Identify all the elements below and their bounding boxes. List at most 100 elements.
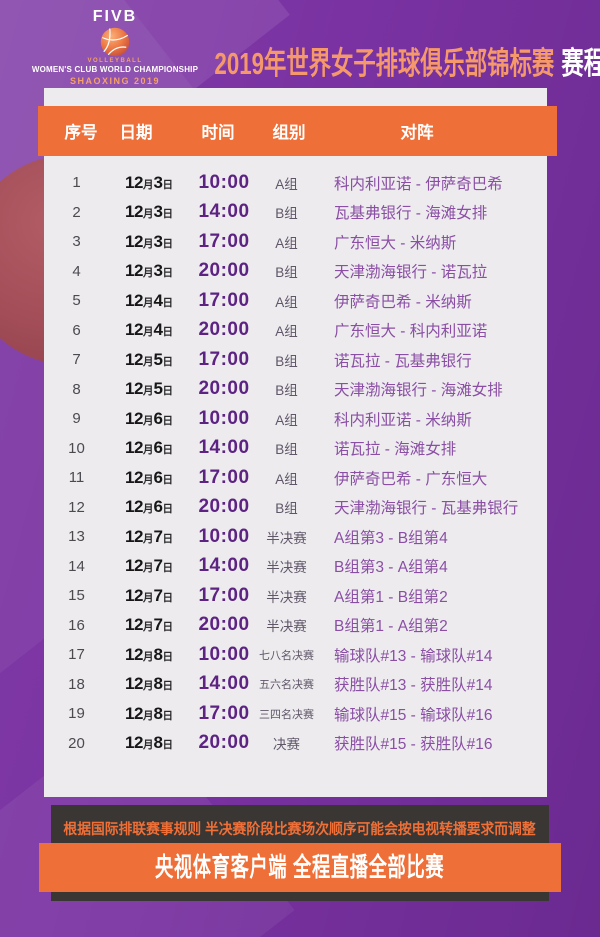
row-matchup: 输球队#13 - 输球队#14 xyxy=(334,647,493,665)
row-date: 12月6日 xyxy=(125,408,173,428)
header-date: 日期 xyxy=(119,124,153,142)
row-date: 12月7日 xyxy=(125,526,173,546)
table-row: 3 12月3日 17:00 A组 广东恒大 - 米纳斯 xyxy=(44,227,547,257)
row-group: B组 xyxy=(275,265,298,281)
row-group: A组 xyxy=(275,412,298,428)
row-group: B组 xyxy=(275,442,298,458)
row-group: 半决赛 xyxy=(266,560,307,576)
row-time: 14:00 xyxy=(198,437,250,459)
row-date: 12月6日 xyxy=(125,438,173,458)
row-group: 七八名决赛 xyxy=(259,649,314,662)
row-matchup: B组第1 - A组第2 xyxy=(334,618,448,636)
table-row: 16 12月7日 20:00 半决赛 B组第1 - A组第2 xyxy=(44,611,547,641)
table-header: 序号 日期 时间 组别 对阵 xyxy=(38,106,557,156)
row-no: 10 xyxy=(68,439,85,457)
row-time: 17:00 xyxy=(198,466,250,488)
row-date: 12月8日 xyxy=(125,733,173,753)
row-time: 17:00 xyxy=(198,230,250,252)
table-row: 11 12月6日 17:00 A组 伊萨奇巴希 - 广东恒大 xyxy=(44,463,547,493)
location-year: SHAOXING 2019 xyxy=(69,76,161,86)
row-no: 16 xyxy=(68,616,85,634)
row-time: 20:00 xyxy=(198,319,250,341)
header-time: 时间 xyxy=(201,124,235,142)
row-group: 半决赛 xyxy=(266,619,307,635)
row-no: 15 xyxy=(68,587,85,605)
row-matchup: 天津渤海银行 - 海滩女排 xyxy=(334,382,503,400)
championship-name: WOMEN'S CLUB WORLD CHAMPIONSHIP xyxy=(31,65,199,74)
row-matchup: A组第1 - B组第2 xyxy=(334,588,448,606)
row-no: 5 xyxy=(72,292,81,310)
row-date: 12月6日 xyxy=(125,497,173,517)
row-time: 10:00 xyxy=(198,171,250,193)
row-time: 14:00 xyxy=(198,201,250,223)
table-row: 12 12月6日 20:00 B组 天津渤海银行 - 瓦基弗银行 xyxy=(44,493,547,523)
row-no: 9 xyxy=(72,410,81,428)
row-date: 12月6日 xyxy=(125,467,173,487)
row-matchup: 诺瓦拉 - 海滩女排 xyxy=(334,441,457,459)
row-date: 12月4日 xyxy=(125,320,173,340)
row-time: 10:00 xyxy=(198,525,250,547)
table-row: 14 12月7日 14:00 半决赛 B组第3 - A组第4 xyxy=(44,552,547,582)
row-date: 12月8日 xyxy=(125,644,173,664)
row-date: 12月3日 xyxy=(125,231,173,251)
row-matchup: 伊萨奇巴希 - 广东恒大 xyxy=(334,470,488,488)
table-row: 13 12月7日 10:00 半决赛 A组第3 - B组第4 xyxy=(44,522,547,552)
row-no: 8 xyxy=(72,380,81,398)
row-no: 12 xyxy=(68,498,85,516)
row-matchup: 输球队#15 - 输球队#16 xyxy=(334,706,493,724)
row-date: 12月5日 xyxy=(125,349,173,369)
table-row: 6 12月4日 20:00 A组 广东恒大 - 科内利亚诺 xyxy=(44,316,547,346)
row-no: 11 xyxy=(68,469,85,487)
row-time: 14:00 xyxy=(198,673,250,695)
row-date: 12月7日 xyxy=(125,585,173,605)
table-row: 19 12月8日 17:00 三四名决赛 输球队#15 - 输球队#16 xyxy=(44,699,547,729)
row-no: 2 xyxy=(72,203,81,221)
row-group: A组 xyxy=(275,471,298,487)
row-matchup: 天津渤海银行 - 诺瓦拉 xyxy=(334,264,488,282)
row-group: 三四名决赛 xyxy=(259,708,314,721)
row-matchup: 瓦基弗银行 - 海滩女排 xyxy=(334,205,488,223)
row-date: 12月3日 xyxy=(125,261,173,281)
schedule-rows: 1 12月3日 10:00 A组 科内利亚诺 - 伊萨奇巴希 2 12月3日 1… xyxy=(44,168,547,758)
table-row: 20 12月8日 20:00 决赛 获胜队#15 - 获胜队#16 xyxy=(44,729,547,759)
row-matchup: 广东恒大 - 科内利亚诺 xyxy=(334,323,488,341)
row-group: 半决赛 xyxy=(266,530,307,546)
title-main: 2019年世界女子排球俱乐部锦标赛 xyxy=(214,46,555,81)
fivb-wordmark: FIVB xyxy=(92,8,138,25)
table-row: 8 12月5日 20:00 B组 天津渤海银行 - 海滩女排 xyxy=(44,375,547,405)
row-matchup: 科内利亚诺 - 伊萨奇巴希 xyxy=(334,175,503,193)
header-group: 组别 xyxy=(272,124,306,142)
row-group: 五六名决赛 xyxy=(259,679,314,692)
header-matchup: 对阵 xyxy=(400,124,434,142)
row-time: 20:00 xyxy=(198,496,250,518)
row-group: B组 xyxy=(275,353,298,369)
table-row: 9 12月6日 10:00 A组 科内利亚诺 - 米纳斯 xyxy=(44,404,547,434)
table-row: 5 12月4日 17:00 A组 伊萨奇巴希 - 米纳斯 xyxy=(44,286,547,316)
schedule-table-panel: 1 12月3日 10:00 A组 科内利亚诺 - 伊萨奇巴希 2 12月3日 1… xyxy=(44,88,547,797)
row-date: 12月4日 xyxy=(125,290,173,310)
title-suffix: 赛程 xyxy=(561,46,600,81)
row-date: 12月8日 xyxy=(125,703,173,723)
row-no: 13 xyxy=(68,528,85,546)
row-group: A组 xyxy=(275,294,298,310)
row-time: 14:00 xyxy=(198,555,250,577)
row-time: 20:00 xyxy=(198,260,250,282)
row-matchup: 广东恒大 - 米纳斯 xyxy=(334,234,457,252)
row-matchup: 获胜队#15 - 获胜队#16 xyxy=(334,736,493,754)
row-group: B组 xyxy=(275,383,298,399)
row-group: A组 xyxy=(275,324,298,340)
broadcast-text: 央视体育客户端 全程直播全部比赛 xyxy=(155,852,445,882)
row-time: 20:00 xyxy=(198,732,250,754)
row-time: 17:00 xyxy=(198,289,250,311)
row-no: 14 xyxy=(68,557,85,575)
row-group: B组 xyxy=(275,501,298,517)
row-time: 10:00 xyxy=(198,407,250,429)
row-time: 20:00 xyxy=(198,614,250,636)
volleyball-label: VOLLEYBALL xyxy=(87,58,143,64)
row-matchup: 伊萨奇巴希 - 米纳斯 xyxy=(334,293,472,311)
row-no: 4 xyxy=(72,262,81,280)
row-time: 17:00 xyxy=(198,702,250,724)
row-no: 3 xyxy=(72,233,81,251)
table-row: 7 12月5日 17:00 B组 诺瓦拉 - 瓦基弗银行 xyxy=(44,345,547,375)
